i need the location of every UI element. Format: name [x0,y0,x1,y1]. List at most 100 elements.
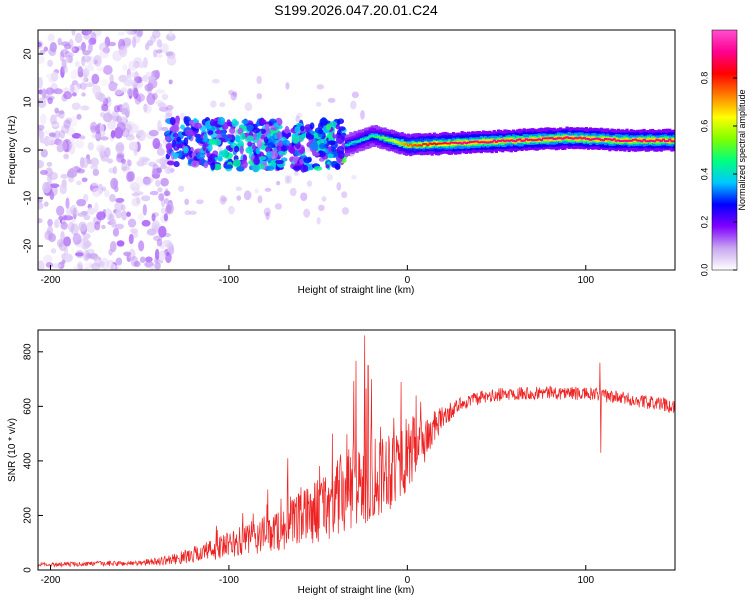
spectrogram-blob [309,122,315,130]
spectrogram-band [550,137,554,141]
spectrogram-blob [47,136,55,146]
spectrogram-blob [56,239,64,248]
spectrogram-band [657,139,661,142]
spectrogram-band [610,139,614,142]
spectrogram-blob [209,118,216,127]
spectrogram-band [475,140,479,143]
spectrogram-band [603,138,608,140]
spectrogram-blob [54,218,60,229]
spectrogram-band [496,139,501,142]
spectrogram-blob [169,116,176,126]
spectrogram-blob [246,135,254,142]
spectrogram-blob [231,118,238,128]
spectrogram-blob [245,146,254,154]
spectrogram-band [434,143,439,146]
spectrogram-blob [156,147,165,156]
spectrogram-band [653,137,657,142]
spectrogram-blob [170,124,180,133]
spectrogram-blob [98,260,105,267]
spectrogram-blob [65,126,76,136]
spectrogram-ytick-label: -10 [23,190,34,205]
spectrogram-blob [217,120,225,126]
spectrogram-blob [101,79,109,87]
spectrogram-band [531,139,535,142]
spectrogram-band [379,136,383,139]
colorbar-tick-label: 0.8 [699,72,709,85]
spectrogram-band [633,138,638,141]
colorbar-tick-label: 0.4 [699,168,709,181]
spectrogram-band [548,137,552,142]
spectrogram-blob [255,147,261,155]
spectrogram-blob [141,195,151,202]
spectrogram-blob [70,204,77,216]
spectrogram-blob [133,260,141,268]
spectrogram-blob [165,202,174,215]
spectrogram-blob [78,221,87,232]
spectrogram-band [481,139,486,144]
spectrogram-blob [291,135,300,144]
spectrogram-band [428,142,432,145]
spectrogram-blob [300,192,308,201]
spectrogram-blob [336,129,342,136]
spectrogram-band [625,140,629,143]
spectrogram-blob [81,177,88,183]
spectrogram-blob [128,233,134,245]
spectrogram-blob [220,129,227,138]
spectrogram-blob [122,64,128,71]
spectrogram-blob [141,157,150,162]
spectrogram-blob [303,208,311,218]
spectrogram-blob [143,103,148,113]
spectrogram-blob [82,250,90,262]
spectrogram-blob [96,144,106,153]
spectrogram-blob [121,210,127,221]
spectrogram-blob [158,250,167,261]
spectrogram-blob [313,152,320,157]
spectrogram-band [612,138,616,143]
spectrogram-blob [196,152,206,160]
colorbar-tick-label: 0.6 [699,120,709,133]
spectrogram-blob [160,43,169,53]
spectrogram-blob [116,257,123,265]
spectrogram-band [588,138,593,141]
spectrogram-band [368,135,372,138]
spectrogram-band [377,135,381,138]
spectrogram-blob [60,221,68,230]
spectrogram-blob [42,181,51,194]
snr-marks [38,335,675,568]
spectrogram-blob [70,69,78,80]
spectrogram-blob [54,107,60,114]
spectrogram-band [556,137,561,140]
spectrogram-band [355,140,359,143]
spectrogram-band [389,139,394,142]
spectrogram-blob [168,245,175,255]
spectrogram-blob [289,146,295,155]
spectrogram-blob [72,233,82,245]
spectrogram-blob [163,213,169,222]
spectrogram-blob [69,46,76,52]
spectrogram-blob [40,149,48,158]
spectrogram-blob [38,130,45,139]
spectrogram-blob [98,93,106,103]
spectrogram-band [606,138,610,141]
spectrogram-blob [146,93,156,105]
colorbar-tick-label: 0.0 [699,264,709,277]
spectrogram-band [484,141,488,144]
spectrogram-band [618,140,623,142]
spectrogram-band [535,138,539,141]
colorbar-tick-label: 0.2 [699,216,709,229]
spectrogram-blob [146,39,154,47]
spectrogram-band [576,137,580,142]
spectrogram-blob [87,141,94,151]
spectrogram-blob [38,41,42,48]
colorbar-label: Normalized spectral amplitude [737,89,747,210]
spectrogram-band [494,140,498,143]
spectrogram-blob [73,265,79,270]
spectrogram-blob [273,122,279,128]
spectrogram-blob [294,171,299,176]
spectrogram-band [486,141,490,144]
spectrogram-blob [70,223,79,236]
spectrogram-band [569,137,573,140]
spectrogram-band [351,141,355,146]
spectrogram-band [443,141,447,144]
spectrogram-blob [38,202,44,210]
